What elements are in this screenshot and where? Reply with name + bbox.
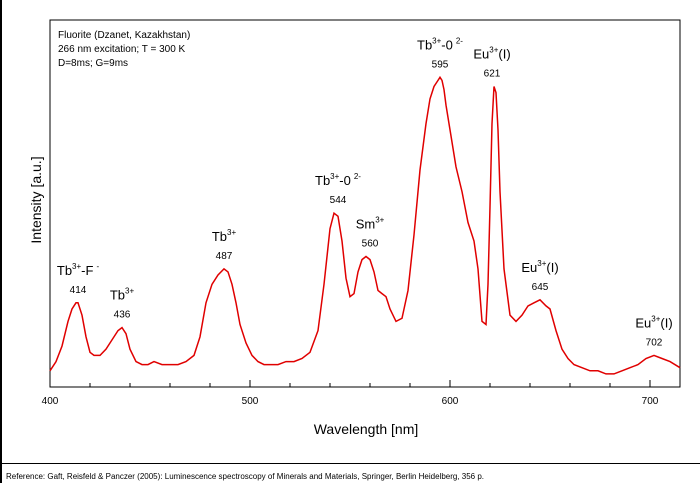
peak-label-544: Tb3+-0 2- 544 — [315, 172, 361, 206]
x-tick-label: 600 — [442, 396, 459, 407]
peak-ion-label: Tb3+ — [110, 287, 135, 303]
peak-wavelength-value: 621 — [484, 69, 501, 80]
peak-wavelength-value: 436 — [114, 310, 131, 321]
peak-ion-label: Tb3+-0 2- — [315, 172, 361, 188]
reference-text: Reference: Gaft, Reisfeld & Panczer (200… — [6, 472, 485, 481]
peak-label-702: Eu3+(I) 702 — [635, 314, 672, 348]
peak-ion-label: Tb3+-0 2- — [417, 36, 463, 52]
x-tick-label: 500 — [242, 396, 259, 407]
peak-label-645: Eu3+(I) 645 — [521, 259, 558, 293]
info-line-timing: D=8ms; G=9ms — [58, 58, 128, 69]
info-box: Fluorite (Dzanet, Kazakhstan) 266 nm exc… — [58, 30, 190, 69]
peak-label-595: Tb3+-0 2- 595 — [417, 36, 463, 70]
peak-wavelength-value: 595 — [432, 59, 449, 70]
peak-label-436: Tb3+ 436 — [110, 287, 135, 321]
peak-wavelength-value: 645 — [532, 282, 549, 293]
emission-spectrum-chart: 400 500 600 700 Wavelength [nm] Intensity [… — [28, 19, 681, 437]
x-tick-label: 400 — [42, 396, 59, 407]
bottom-rule — [0, 463, 700, 464]
x-axis-ticks: 400 500 600 700 — [42, 380, 659, 407]
spectrum-line — [49, 75, 681, 375]
peak-labels: Tb3+-F - 414 Tb3+ 436 Tb3+ 487 Tb3+-0 2- 544 Sm3+ 5… — [57, 36, 673, 348]
peak-label-560: Sm3+ 560 — [356, 215, 385, 249]
peak-ion-label: Tb3+ — [212, 228, 237, 244]
plot-frame — [49, 19, 681, 388]
peak-ion-label: Eu3+(I) — [521, 259, 558, 275]
peak-label-621: Eu3+(I) 621 — [473, 46, 510, 80]
peak-wavelength-value: 487 — [216, 251, 233, 262]
info-line-excitation: 266 nm excitation; T = 300 K — [58, 44, 186, 55]
peak-ion-label: Tb3+-F - — [57, 262, 100, 278]
peak-wavelength-value: 560 — [362, 238, 379, 249]
info-line-sample: Fluorite (Dzanet, Kazakhstan) — [58, 30, 190, 41]
left-edge-bar — [0, 0, 2, 483]
peak-wavelength-value: 702 — [646, 337, 663, 348]
peak-ion-label: Eu3+(I) — [473, 46, 510, 62]
peak-label-487: Tb3+ 487 — [212, 228, 237, 262]
x-tick-label: 700 — [642, 396, 659, 407]
peak-ion-label: Eu3+(I) — [635, 314, 672, 330]
x-axis-label: Wavelength [nm] — [314, 421, 419, 437]
peak-wavelength-value: 544 — [330, 195, 347, 206]
y-axis-label: Intensity [a.u.] — [28, 156, 44, 243]
peak-label-414: Tb3+-F - 414 — [57, 262, 100, 296]
peak-wavelength-value: 414 — [70, 285, 87, 296]
peak-ion-label: Sm3+ — [356, 215, 385, 231]
